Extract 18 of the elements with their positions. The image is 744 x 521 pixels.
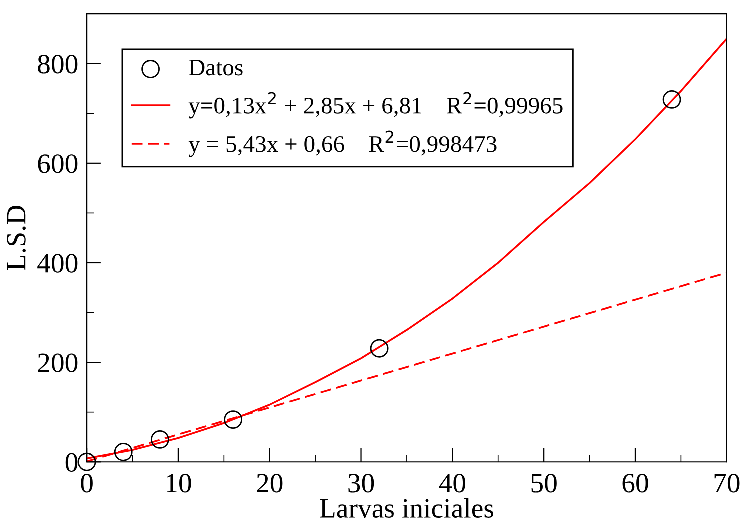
x-tick-label: 60 bbox=[622, 474, 648, 493]
x-tick-label: 0 bbox=[81, 474, 93, 493]
x-tick-label: 40 bbox=[439, 474, 466, 493]
x-axis-title: Larvas iniciales bbox=[320, 498, 494, 518]
x-tick-label: 30 bbox=[348, 474, 374, 493]
legend-label: y = 5,43x + 0,66 R$^{2}$=0,998473 bbox=[188, 130, 497, 158]
y-tick-label: 0 bbox=[66, 453, 78, 472]
y-tick-label: 600 bbox=[38, 154, 78, 174]
x-tick-label: 50 bbox=[532, 474, 557, 493]
legend-label: Datos bbox=[189, 60, 243, 76]
legend-label: y=0,13x$^{2}$ + 2,85x + 6,81 R$^{2}$=0,99965 bbox=[188, 92, 563, 119]
y-axis-title: L.S.D bbox=[7, 206, 26, 270]
y-tick-label: 400 bbox=[38, 254, 78, 273]
y-tick-label: 800 bbox=[38, 55, 78, 74]
x-tick-label: 20 bbox=[257, 474, 283, 493]
x-tick-label: 10 bbox=[167, 474, 192, 493]
x-tick-label: 70 bbox=[714, 474, 740, 493]
y-tick-label: 200 bbox=[38, 354, 78, 372]
